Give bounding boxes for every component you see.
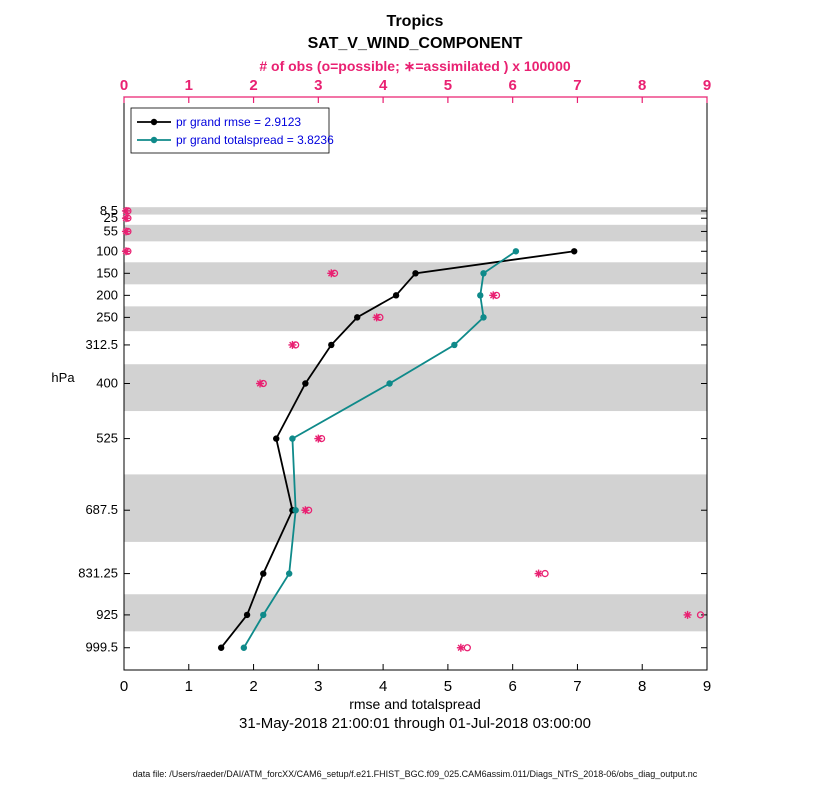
- y-tick-label: 100: [96, 243, 118, 258]
- obs-possible-marker: [292, 341, 300, 349]
- date-range-caption: 31-May-2018 21:00:01 through 01-Jul-2018…: [239, 715, 591, 732]
- x-tick-label-bottom: 9: [703, 678, 711, 695]
- obs-possible-marker: [463, 644, 471, 652]
- obs-assimilated-marker: [534, 569, 543, 578]
- shaded-band: [124, 364, 707, 412]
- totalspread-point: [285, 570, 293, 577]
- legend: pr grand rmse = 2.9123 pr grand totalspr…: [130, 107, 334, 154]
- legend-totalspread-marker: [150, 136, 158, 144]
- totalspread-point: [260, 611, 267, 619]
- x-tick-label-top: 4: [379, 77, 388, 94]
- x-tick-label-top: 2: [249, 77, 257, 94]
- x-axis-label: rmse and totalspread: [349, 696, 481, 712]
- obs-count-markers: [121, 206, 705, 652]
- obs-possible-marker: [124, 207, 132, 215]
- y-tick-label: 687.5: [85, 502, 118, 517]
- totalspread-point: [289, 435, 296, 442]
- y-axis-label: hPa: [51, 370, 75, 385]
- rmse-point: [243, 611, 251, 619]
- x-tick-label-top: 5: [444, 77, 452, 94]
- obs-possible-marker: [376, 313, 384, 322]
- obs-possible-marker: [541, 569, 549, 578]
- x-tick-label-top: 9: [703, 77, 711, 94]
- totalspread-point: [480, 270, 487, 277]
- totalspread-point: [477, 292, 484, 299]
- rmse-point: [571, 248, 578, 255]
- x-tick-label-bottom: 6: [508, 678, 516, 695]
- rmse-point: [302, 380, 309, 387]
- legend-rmse-marker: [150, 118, 158, 126]
- x-tick-label-bottom: 2: [249, 678, 257, 695]
- x-tick-label-top: 1: [185, 77, 193, 94]
- x-tick-label-bottom: 4: [379, 678, 387, 695]
- legend-box: [130, 107, 330, 154]
- obs-possible-marker: [259, 379, 267, 388]
- obs-possible-marker: [124, 214, 132, 222]
- totalspread-point: [451, 341, 458, 349]
- totalspread-point: [386, 380, 393, 387]
- x-tick-label-top: 8: [638, 77, 646, 94]
- legend-rmse-label: pr grand rmse = 2.9123: [176, 115, 301, 129]
- variable-title: SAT_V_WIND_COMPONENT: [308, 35, 523, 52]
- totalspread-point: [240, 644, 248, 651]
- shaded-band: [124, 594, 707, 632]
- y-tick-label: 25: [104, 210, 118, 225]
- totalspread-point: [292, 507, 299, 514]
- y-tick-label: 150: [96, 265, 118, 280]
- rmse-point: [217, 644, 225, 651]
- axis-tick-labels: 8.52555100150200250312.5400525687.5831.2…: [78, 77, 711, 695]
- y-tick-label: 250: [96, 309, 118, 324]
- x-tick-label-bottom: 7: [573, 678, 581, 695]
- rmse-point: [328, 341, 335, 349]
- y-tick-label: 200: [96, 287, 118, 302]
- obs-possible-marker: [124, 227, 132, 236]
- obs-assimilated-marker: [683, 610, 692, 619]
- top-axis-label: # of obs (o=possible; ∗=assimilated ) x …: [259, 58, 571, 74]
- y-tick-label: 831.25: [78, 566, 118, 581]
- data-series: [217, 248, 578, 651]
- x-tick-label-top: 0: [120, 77, 128, 94]
- obs-assimilated-marker: [456, 643, 465, 652]
- rmse-point: [260, 570, 267, 577]
- totalspread-point: [512, 248, 520, 255]
- region-title: Tropics: [387, 13, 444, 30]
- obs-possible-marker: [304, 506, 313, 514]
- x-tick-label-top: 7: [573, 77, 581, 94]
- x-tick-label-top: 6: [508, 77, 516, 94]
- y-tick-label: 525: [96, 431, 118, 446]
- rmse-point: [273, 435, 280, 442]
- shaded-band: [124, 474, 707, 542]
- rmse-point: [354, 314, 361, 321]
- shaded-band: [124, 224, 707, 242]
- x-tick-label-bottom: 0: [120, 678, 128, 695]
- x-tick-label-bottom: 1: [185, 678, 193, 695]
- totalspread-point: [480, 314, 487, 321]
- obs-possible-marker: [330, 269, 339, 277]
- obs-possible-marker: [317, 434, 326, 443]
- obs-possible-marker: [492, 291, 501, 299]
- y-tick-label: 400: [96, 376, 118, 391]
- rmse-point: [412, 270, 419, 277]
- legend-totalspread-label: pr grand totalspread = 3.8236: [176, 133, 334, 147]
- obs-possible-marker: [696, 611, 705, 619]
- x-tick-label-top: 3: [314, 77, 322, 94]
- y-tick-label: 55: [104, 223, 118, 238]
- rmse-point: [392, 292, 400, 299]
- shaded-band: [124, 207, 707, 215]
- data-file-footer: data file: /Users/raeder/DAI/ATM_forcXX/…: [133, 769, 698, 779]
- shaded-bands: [124, 207, 707, 632]
- x-tick-label-bottom: 3: [314, 678, 322, 695]
- y-tick-label: 8.5: [100, 203, 118, 218]
- shaded-band: [124, 306, 707, 332]
- x-tick-label-bottom: 8: [638, 678, 646, 695]
- obs-possible-marker: [124, 247, 132, 255]
- y-tick-label: 999.5: [85, 640, 118, 655]
- y-tick-label: 312.5: [85, 337, 118, 352]
- y-tick-label: 925: [96, 607, 118, 622]
- x-tick-label-bottom: 5: [444, 678, 452, 695]
